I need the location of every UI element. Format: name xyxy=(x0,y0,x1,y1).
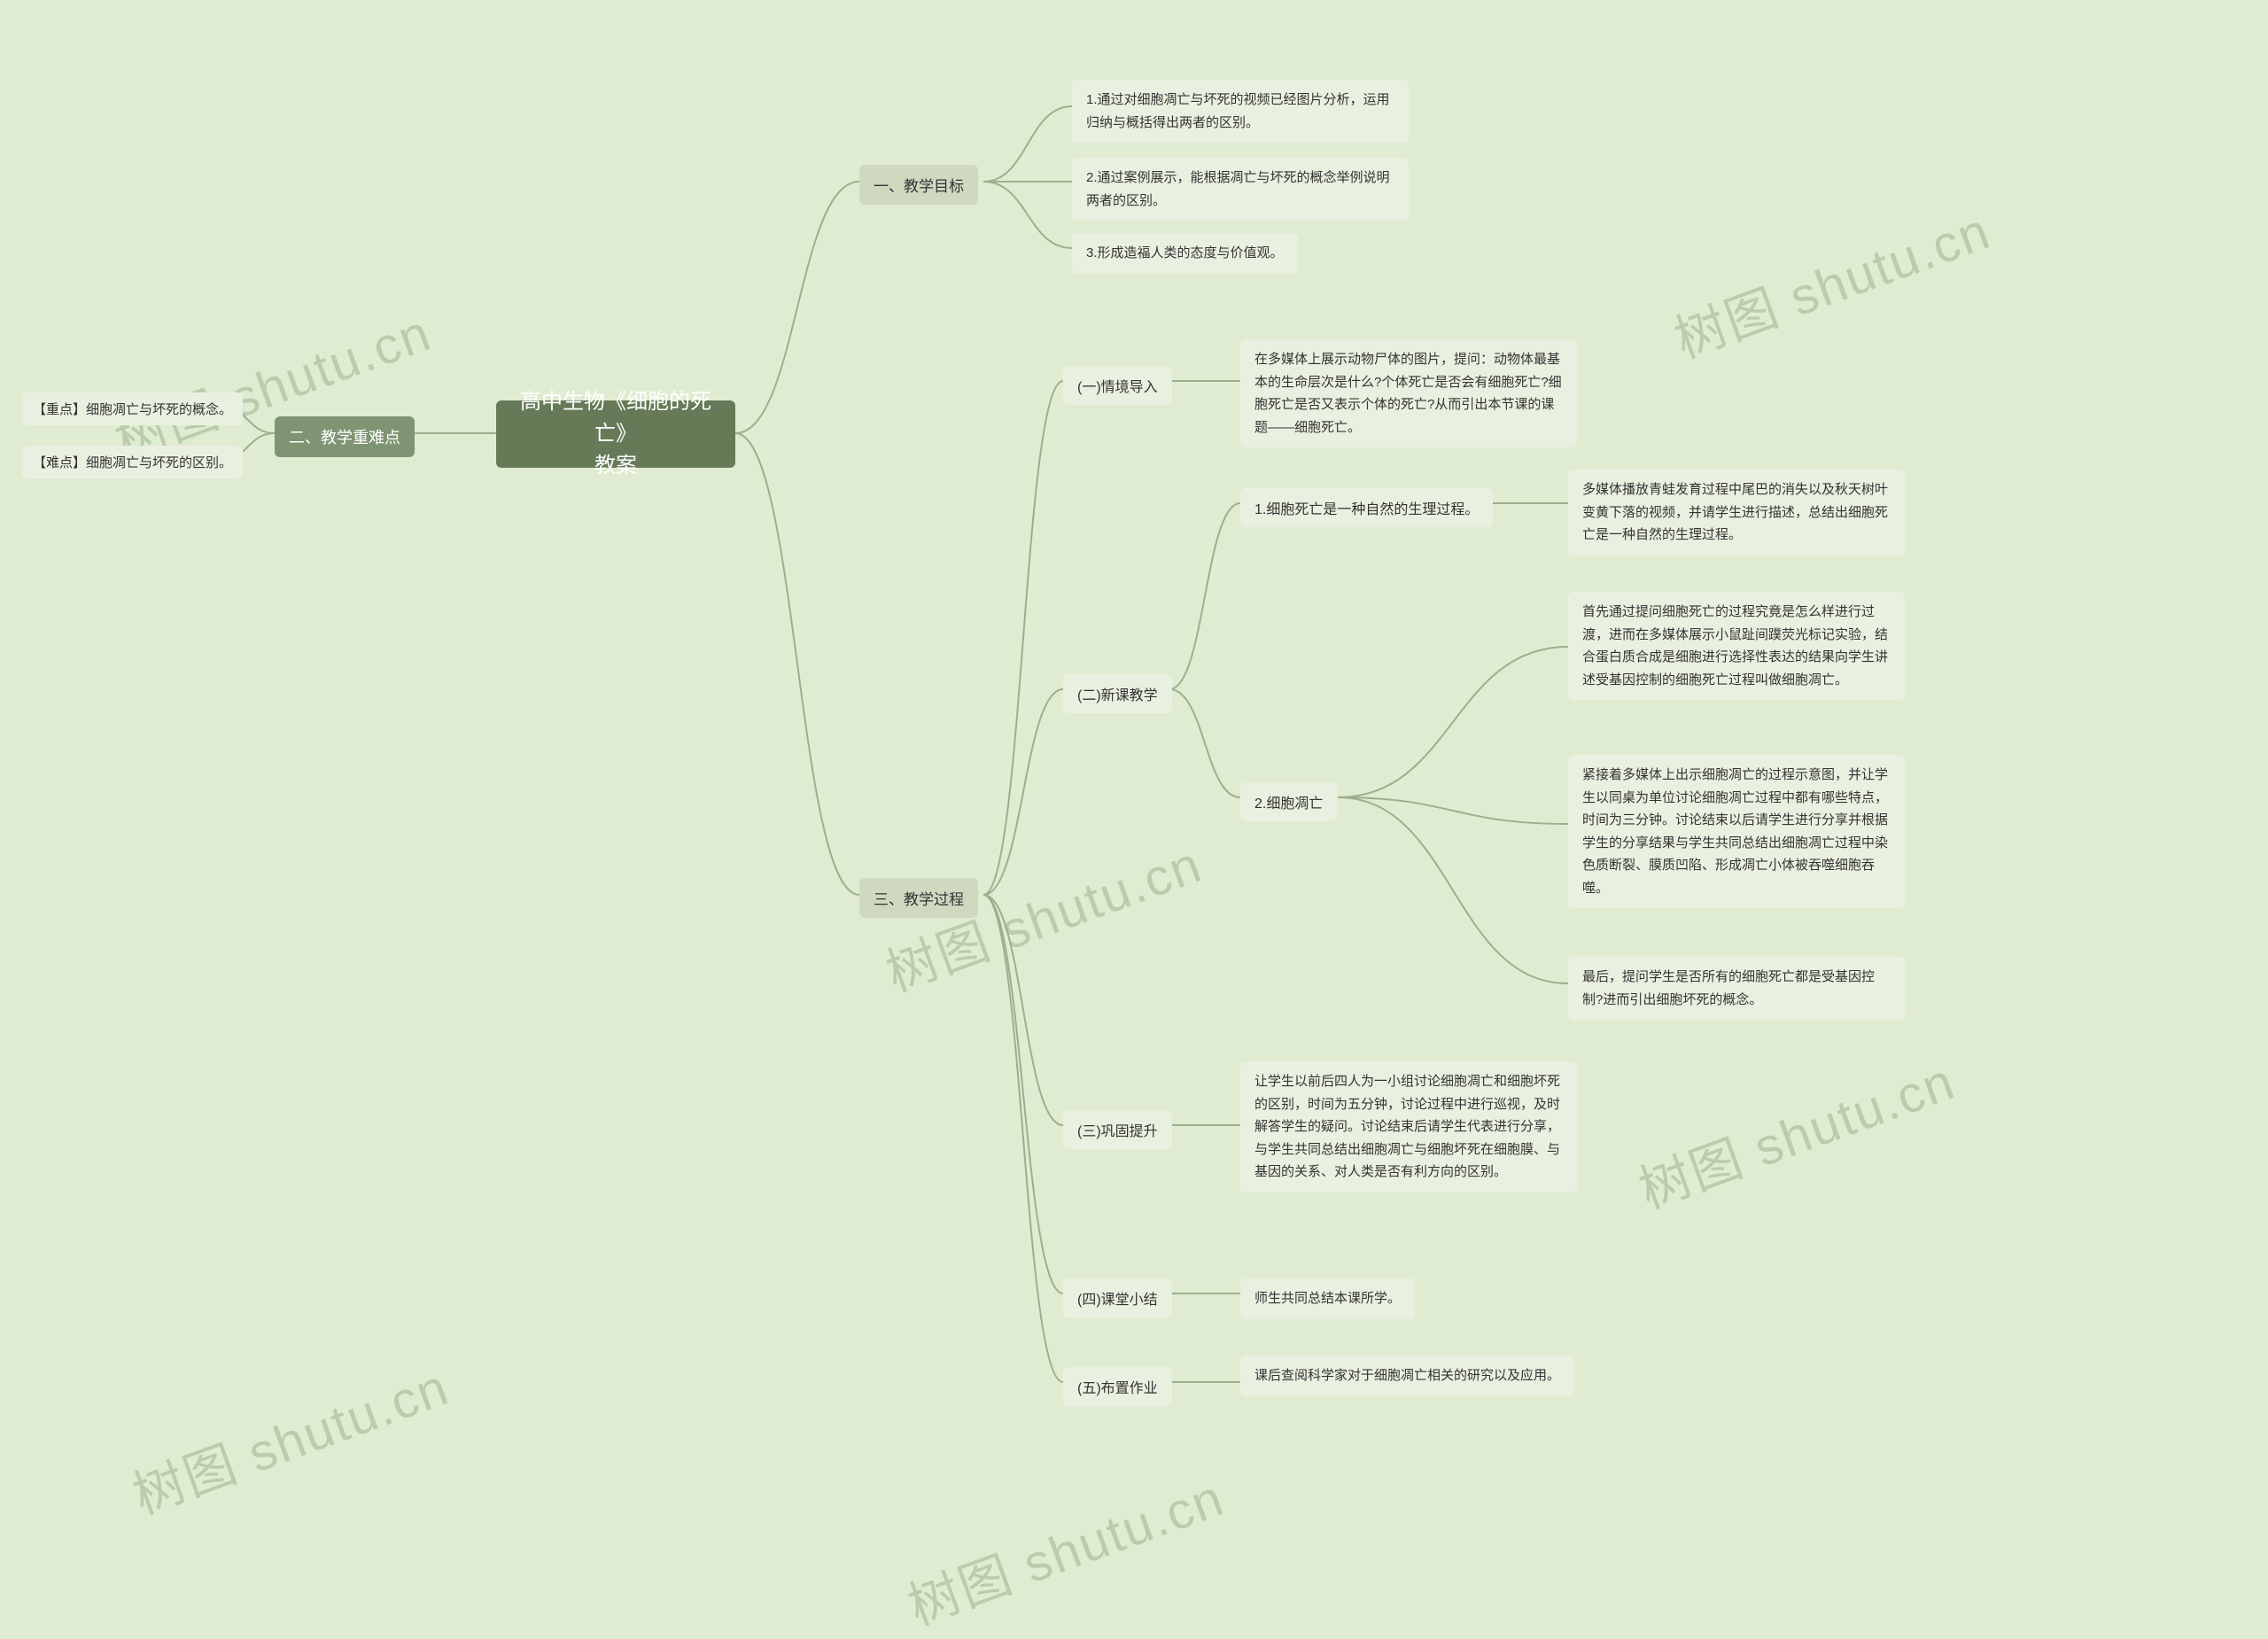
process-newlesson: (二)新课教学 xyxy=(1063,674,1172,713)
process-intro-text: 在多媒体上展示动物尸体的图片，提问：动物体最基本的生命层次是什么?个体死亡是否会… xyxy=(1240,339,1577,447)
objectives-item-0: 1.通过对细胞凋亡与坏死的视频已经图片分析，运用归纳与概括得出两者的区别。 xyxy=(1072,80,1409,143)
root-line1: 高中生物《细胞的死亡》 xyxy=(510,386,721,450)
left-item-0: 【重点】细胞凋亡与坏死的概念。 xyxy=(22,392,243,425)
branch-process: 三、教学过程 xyxy=(859,878,978,918)
newlesson-sub1: 1.细胞死亡是一种自然的生理过程。 xyxy=(1240,488,1493,527)
newlesson-sub2: 2.细胞凋亡 xyxy=(1240,782,1337,821)
root-line2: 教案 xyxy=(594,450,637,482)
watermark: 树图 shutu.cn xyxy=(121,1346,458,1529)
objectives-item-2: 3.形成造福人类的态度与价值观。 xyxy=(1072,233,1298,274)
watermark: 树图 shutu.cn xyxy=(897,1456,1233,1639)
watermark: 树图 shutu.cn xyxy=(1627,1040,1964,1223)
process-consolidate-text: 让学生以前后四人为一小组讨论细胞凋亡和细胞坏死的区别，时间为五分钟，讨论过程中进… xyxy=(1240,1061,1577,1192)
newlesson-sub2-text-1: 紧接着多媒体上出示细胞凋亡的过程示意图，并让学生以同桌为单位讨论细胞凋亡过程中都… xyxy=(1568,755,1905,908)
newlesson-sub2-text-0: 首先通过提问细胞死亡的过程究竟是怎么样进行过渡，进而在多媒体展示小鼠趾间蹼荧光标… xyxy=(1568,592,1905,700)
branch-left-label: 二、教学重难点 xyxy=(289,425,400,448)
process-homework: (五)布置作业 xyxy=(1063,1367,1172,1406)
root-node: 高中生物《细胞的死亡》 教案 xyxy=(496,400,735,468)
branch-objectives: 一、教学目标 xyxy=(859,165,978,205)
newlesson-sub1-text: 多媒体播放青蛙发育过程中尾巴的消失以及秋天树叶变黄下落的视频，并请学生进行描述，… xyxy=(1568,470,1905,555)
watermark: 树图 shutu.cn xyxy=(1663,190,2000,373)
process-consolidate: (三)巩固提升 xyxy=(1063,1110,1172,1149)
process-intro: (一)情境导入 xyxy=(1063,366,1172,405)
branch-left: 二、教学重难点 xyxy=(275,416,415,457)
branch-objectives-label: 一、教学目标 xyxy=(874,174,964,196)
newlesson-sub2-text-2: 最后，提问学生是否所有的细胞死亡都是受基因控制?进而引出细胞坏死的概念。 xyxy=(1568,957,1905,1020)
process-summary: (四)课堂小结 xyxy=(1063,1278,1172,1317)
process-homework-text: 课后查阅科学家对于细胞凋亡相关的研究以及应用。 xyxy=(1240,1355,1574,1396)
process-summary-text: 师生共同总结本课所学。 xyxy=(1240,1278,1415,1319)
left-item-1: 【难点】细胞凋亡与坏死的区别。 xyxy=(22,446,243,478)
objectives-item-1: 2.通过案例展示，能根据凋亡与坏死的概念举例说明两者的区别。 xyxy=(1072,158,1409,221)
branch-process-label: 三、教学过程 xyxy=(874,887,964,909)
